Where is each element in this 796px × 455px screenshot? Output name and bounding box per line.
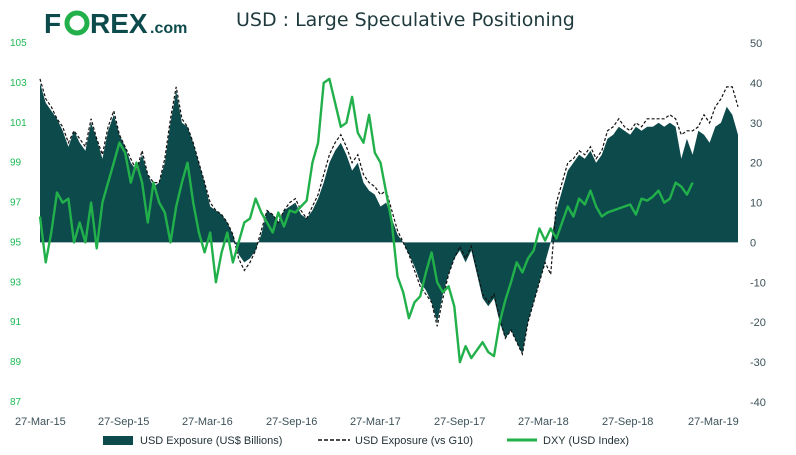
legend: USD Exposure (US$ Billions) USD Exposure … bbox=[103, 435, 629, 447]
chart-title: USD : Large Speculative Positioning bbox=[236, 9, 575, 31]
x-tick-label: 27-Mar-19 bbox=[688, 416, 739, 428]
y-left-tick-label: 97 bbox=[10, 198, 22, 209]
series-line-usd-exposure-g10 bbox=[39, 78, 739, 357]
logo-suffix: .com bbox=[150, 20, 187, 37]
logo-o-mark bbox=[64, 10, 90, 36]
y-right-tick-label: -10 bbox=[750, 277, 766, 289]
axes: 87 89 91 93 95 97 99 101 103 105 -40 -30 -20 -10 0 10 20… bbox=[10, 38, 766, 428]
forex-logo: F REX .com bbox=[44, 6, 204, 40]
y-right-tick-label: 20 bbox=[750, 158, 762, 170]
series-line-dxy bbox=[38, 77, 694, 364]
y-left-tick-label: 103 bbox=[10, 78, 27, 89]
plot-area bbox=[38, 77, 739, 364]
legend-label: DXY (USD Index) bbox=[543, 435, 629, 447]
logo-text-post: REX bbox=[90, 8, 148, 39]
x-tick-label: 27-Sep-15 bbox=[98, 416, 149, 428]
y-left-tick-label: 87 bbox=[10, 397, 22, 408]
x-tick-label: 27-Sep-16 bbox=[266, 416, 317, 428]
y-right-tick-label: 50 bbox=[750, 38, 762, 50]
x-tick-label: 27-Mar-15 bbox=[15, 416, 66, 428]
x-tick-label: 27-Sep-17 bbox=[434, 416, 485, 428]
y-left-tick-label: 93 bbox=[10, 277, 22, 288]
y-right-tick-label: -40 bbox=[750, 397, 766, 409]
x-tick-label: 27-Mar-17 bbox=[350, 416, 401, 428]
y-right-tick-label: 40 bbox=[750, 78, 762, 90]
y-left-tick-label: 101 bbox=[10, 118, 27, 129]
y-right-tick-label: -30 bbox=[750, 357, 766, 369]
series-area-usd-exposure bbox=[40, 82, 738, 355]
legend-label: USD Exposure (US$ Billions) bbox=[140, 435, 282, 447]
y-left-tick-label: 105 bbox=[10, 38, 27, 49]
legend-label: USD Exposure (vs G10) bbox=[355, 435, 473, 447]
y-left-tick-label: 95 bbox=[10, 237, 22, 248]
y-right-tick-label: 0 bbox=[750, 237, 756, 249]
x-tick-label: 27-Mar-16 bbox=[182, 416, 233, 428]
y-right-tick-label: -20 bbox=[750, 317, 766, 329]
x-tick-label: 27-Mar-18 bbox=[518, 416, 569, 428]
y-left-tick-label: 91 bbox=[10, 317, 22, 328]
y-left-tick-label: 99 bbox=[10, 158, 22, 169]
legend-swatch-area bbox=[103, 436, 133, 445]
x-tick-label: 27-Sep-18 bbox=[602, 416, 653, 428]
logo-text-pre: F bbox=[44, 8, 61, 39]
y-right-tick-label: 30 bbox=[750, 118, 762, 130]
y-left-tick-label: 89 bbox=[10, 357, 22, 368]
y-right-tick-label: 10 bbox=[750, 198, 762, 210]
